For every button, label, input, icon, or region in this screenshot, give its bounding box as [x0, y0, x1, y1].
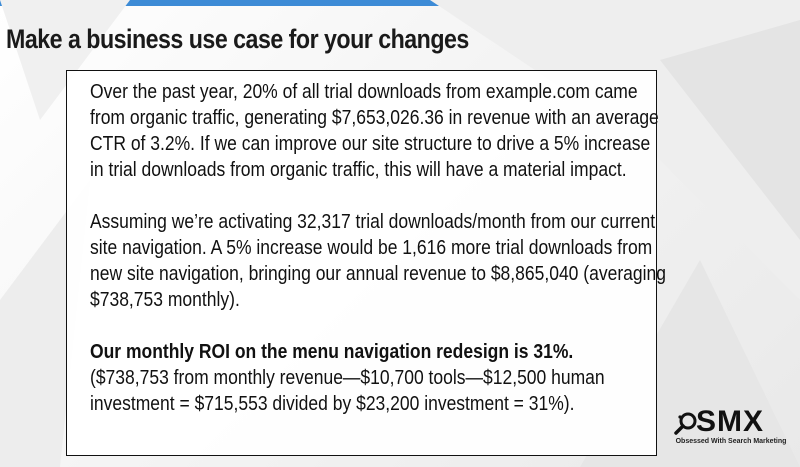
smx-logo: SMX Obsessed With Search Marketing: [670, 405, 792, 451]
paragraph-2-line: new site navigation, bringing our annual…: [90, 263, 666, 285]
paragraph-gap: [90, 313, 650, 339]
logo-tagline: Obsessed With Search Marketing: [675, 438, 787, 445]
paragraph-1-line: CTR of 3.2%. If we can improve our site …: [90, 133, 651, 155]
paragraph-3-line: investment = $715,553 divided by $23,200…: [90, 393, 575, 415]
roi-heading: Our monthly ROI on the menu navigation r…: [90, 341, 574, 363]
content-text: Over the past year, 20% of all trial dow…: [90, 79, 666, 417]
paragraph-1-line: Over the past year, 20% of all trial dow…: [90, 81, 638, 103]
magnifier-icon: [674, 412, 697, 435]
paragraph-gap: [90, 183, 650, 209]
logo-brand: SMX: [696, 405, 765, 438]
paragraph-2-line: Assuming we’re activating 32,317 trial d…: [90, 211, 656, 233]
content-box: Over the past year, 20% of all trial dow…: [66, 70, 666, 456]
slide-title: Make a business use case for your change…: [6, 24, 469, 54]
paragraph-3-line: ($738,753 from monthly revenue—$10,700 t…: [90, 367, 605, 389]
top-accent-bar: [0, 0, 800, 6]
paragraph-1-line: from organic traffic, generating $7,653,…: [90, 107, 659, 129]
paragraph-2-line: $738,753 monthly).: [90, 289, 240, 311]
paragraph-1-line: in trial downloads from organic traffic,…: [90, 159, 627, 181]
paragraph-2-line: site navigation. A 5% increase would be …: [90, 237, 653, 259]
